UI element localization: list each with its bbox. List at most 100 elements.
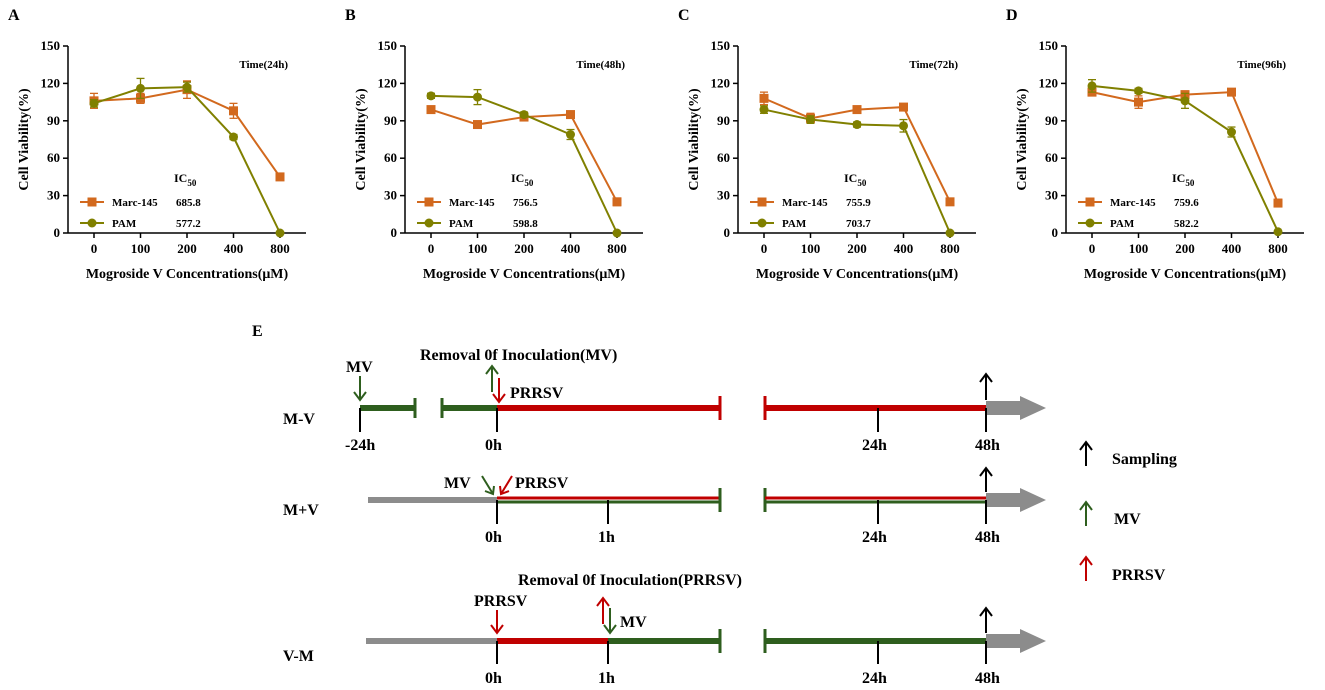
legend-ic50-value: 703.7 (846, 218, 871, 230)
y-tick-label: 30 (384, 188, 397, 203)
time-label: 0h (485, 670, 502, 687)
panel-label-e: E (252, 323, 263, 340)
y-tick-label: 0 (54, 225, 61, 240)
time-label: 1h (598, 529, 615, 546)
time-annotation: Time(72h) (909, 59, 958, 71)
x-axis-label: Mogroside V Concentrations(μM) (423, 267, 626, 282)
panel-label: B (345, 7, 356, 24)
data-point-pam (1227, 127, 1236, 137)
legend-series-name: PAM (112, 218, 137, 230)
sampling-arrow-icon (979, 372, 993, 400)
legend-ic50-value: 755.9 (846, 197, 871, 209)
y-tick-label: 90 (47, 113, 60, 128)
y-tick-label: 90 (1045, 113, 1058, 128)
chart-panel-c: C 0 30 60 90 120 150 0 100 200 400 800 Mogroside V C… (678, 7, 976, 282)
y-tick-label: 0 (1052, 225, 1059, 240)
legend-series-name: Marc-145 (449, 197, 495, 209)
row-m-plus-v: M+V MV PRRSV 0h 1h 24h 48h (283, 466, 1046, 546)
time-label: 0h (485, 437, 502, 454)
y-tick-label: 120 (1039, 75, 1059, 90)
data-point-pam (1180, 96, 1190, 106)
x-tick-label: 0 (761, 241, 768, 256)
legend-marker-pam (757, 218, 767, 228)
x-tick-label: 400 (894, 241, 914, 256)
row-label-m-v: M-V (283, 411, 315, 428)
legend-series-name: Marc-145 (782, 197, 828, 209)
legend-ic50-value: 685.8 (176, 197, 201, 209)
y-tick-label: 150 (41, 38, 61, 53)
data-point-marc-145 (612, 197, 622, 207)
x-tick-label: 0 (91, 241, 98, 256)
time-label: 48h (975, 529, 1000, 546)
legend-ic50-value: 759.6 (1174, 197, 1199, 209)
chart-panel-d: D 0 30 60 90 120 150 0 100 200 400 800 Mogroside V C… (1006, 7, 1304, 282)
x-tick-label: 0 (428, 241, 435, 256)
panel-label: A (8, 7, 20, 24)
row-label-m-plus-v: M+V (283, 502, 319, 519)
y-tick-label: 150 (711, 38, 731, 53)
x-tick-label: 200 (1175, 241, 1195, 256)
data-point-pam (275, 228, 285, 238)
x-tick-label: 800 (940, 241, 960, 256)
legend-sampling-label: Sampling (1112, 451, 1177, 468)
prrsv-removal-arrow-up-icon (596, 596, 610, 624)
y-axis-label: Cell Viability(%) (687, 88, 702, 191)
x-tick-label: 400 (561, 241, 581, 256)
x-tick-label: 800 (270, 241, 290, 256)
y-tick-label: 30 (47, 188, 60, 203)
x-axis-label: Mogroside V Concentrations(μM) (86, 267, 289, 282)
legend-prrsv-arrow-icon (1079, 555, 1093, 581)
y-tick-label: 90 (717, 113, 730, 128)
data-point-pam (806, 115, 815, 125)
time-label: 1h (598, 670, 615, 687)
time-label: 48h (975, 437, 1000, 454)
row-m-v: M-V Removal 0f Inoculation(MV) MV PRRSV … (283, 347, 1046, 454)
y-tick-label: 120 (41, 75, 61, 90)
ic50-header: IC50 (511, 171, 534, 188)
x-tick-label: 400 (1222, 241, 1242, 256)
legend-series-name: PAM (782, 218, 807, 230)
time-label: 48h (975, 670, 1000, 687)
y-tick-label: 30 (1045, 188, 1058, 203)
x-tick-label: 0 (1089, 241, 1096, 256)
prrsv-label-row1: PRRSV (510, 385, 564, 402)
data-point-pam (89, 98, 99, 108)
mv-label-row3: MV (620, 614, 647, 631)
x-axis-label: Mogroside V Concentrations(μM) (1084, 267, 1287, 282)
x-tick-label: 200 (847, 241, 867, 256)
time-label: 24h (862, 529, 887, 546)
series-line-pam (93, 86, 281, 234)
data-point-marc-145 (1273, 198, 1283, 208)
data-point-marc-145 (229, 106, 238, 116)
data-point-pam (1134, 86, 1143, 96)
y-tick-label: 0 (391, 225, 398, 240)
y-tick-label: 60 (384, 150, 397, 165)
legend-sampling-arrow-icon (1079, 440, 1093, 466)
arrow-head-gray (986, 629, 1046, 653)
panel-label: D (1006, 7, 1018, 24)
y-axis-label: Cell Viability(%) (1015, 88, 1030, 191)
x-tick-label: 200 (514, 241, 534, 256)
data-point-pam (519, 110, 529, 120)
x-tick-label: 100 (131, 241, 151, 256)
time-annotation: Time(24h) (239, 59, 288, 71)
data-point-pam (473, 92, 482, 102)
legend-ic50-value: 577.2 (176, 218, 201, 230)
data-point-pam (852, 120, 862, 130)
prrsv-label-row3: PRRSV (474, 593, 528, 610)
legend-ic50-value: 582.2 (1174, 218, 1199, 230)
y-tick-label: 60 (717, 150, 730, 165)
y-tick-label: 60 (47, 150, 60, 165)
data-point-marc-145 (275, 172, 285, 182)
viability-charts: A 0 30 60 90 120 150 0 100 200 400 800 Mogroside V C… (8, 7, 1304, 282)
data-point-pam (566, 130, 575, 140)
legend-marker-marc-145 (424, 197, 434, 207)
arrow-head-gray (986, 396, 1046, 420)
ic50-header: IC50 (174, 171, 197, 188)
y-axis-label: Cell Viability(%) (354, 88, 369, 191)
chart-panel-b: B 0 30 60 90 120 150 0 100 200 400 800 Mogroside V C… (345, 7, 643, 282)
schematic-legend: Sampling MV PRRSV (1079, 440, 1177, 584)
legend-ic50-value: 598.8 (513, 218, 538, 230)
sampling-arrow-icon (979, 606, 993, 633)
